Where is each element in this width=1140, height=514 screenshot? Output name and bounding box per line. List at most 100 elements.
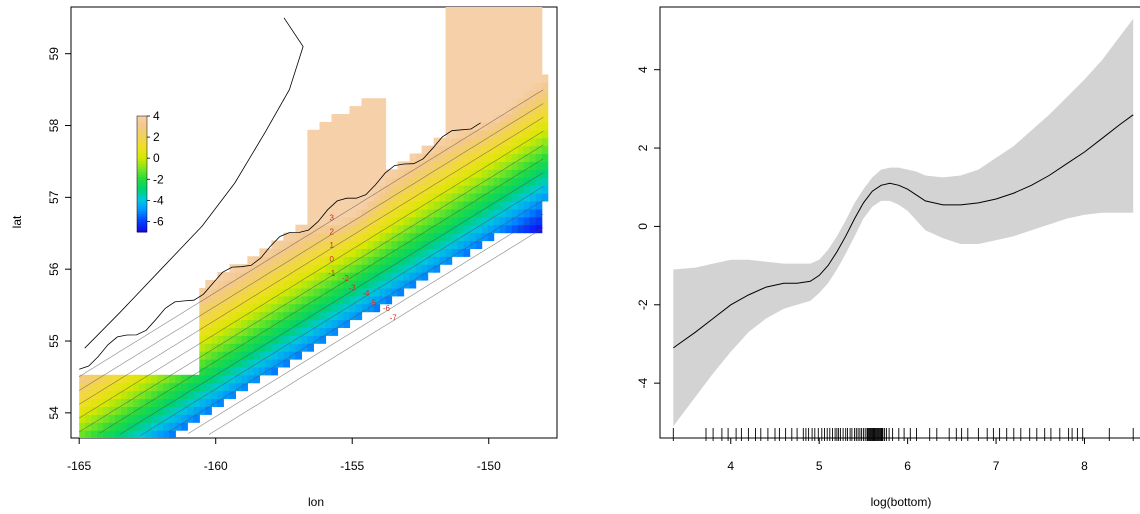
heatmap-cell bbox=[517, 121, 525, 131]
heatmap-cell bbox=[481, 145, 489, 155]
heatmap-cell bbox=[331, 169, 339, 178]
heatmap-cell bbox=[535, 121, 543, 131]
heatmap-cell bbox=[469, 129, 477, 139]
heatmap-cell bbox=[199, 303, 206, 313]
heatmap-cell bbox=[493, 90, 501, 99]
heatmap-cell bbox=[421, 161, 429, 170]
heatmap-cell bbox=[379, 106, 387, 115]
heatmap-cell bbox=[379, 264, 387, 273]
heatmap-cell bbox=[145, 422, 152, 431]
heatmap-cell bbox=[457, 82, 465, 91]
heatmap-cell bbox=[97, 390, 104, 400]
heatmap-cell bbox=[265, 359, 272, 368]
heatmap-cell bbox=[499, 129, 507, 139]
heatmap-cell bbox=[541, 177, 549, 186]
heatmap-cell bbox=[331, 280, 339, 289]
heatmap-cell bbox=[319, 153, 327, 162]
heatmap-cell bbox=[385, 201, 393, 210]
heatmap-cell bbox=[205, 390, 212, 400]
heatmap-cell bbox=[139, 398, 146, 407]
legend-swatch bbox=[137, 168, 147, 172]
heatmap-cell bbox=[289, 256, 296, 265]
heatmap-cell bbox=[367, 272, 375, 281]
heatmap-cell bbox=[139, 382, 146, 392]
heatmap-cell bbox=[397, 185, 405, 194]
legend-swatch bbox=[137, 224, 147, 228]
heatmap-cell bbox=[379, 193, 387, 202]
heatmap-cell bbox=[223, 359, 230, 368]
heatmap-cell bbox=[169, 414, 176, 423]
heatmap-cell bbox=[385, 240, 393, 249]
heatmap-cell bbox=[511, 177, 519, 186]
heatmap-cell bbox=[397, 264, 405, 273]
heatmap-cell bbox=[487, 74, 495, 83]
heatmap-cell bbox=[403, 169, 411, 178]
heatmap-cell bbox=[79, 422, 86, 431]
heatmap-cell bbox=[541, 98, 549, 107]
heatmap-cell bbox=[505, 216, 513, 226]
heatmap-cell bbox=[313, 224, 321, 234]
heatmap-cell bbox=[349, 129, 357, 139]
heatmap-cell bbox=[229, 264, 236, 273]
heatmap-cell bbox=[493, 161, 501, 170]
heatmap-cell bbox=[319, 248, 327, 257]
heatmap-cell bbox=[487, 177, 495, 186]
heatmap-cell bbox=[115, 398, 122, 407]
heatmap-cell bbox=[337, 185, 345, 194]
heatmap-cell bbox=[211, 311, 218, 321]
heatmap-cell bbox=[229, 351, 236, 360]
heatmap-cell bbox=[433, 201, 441, 210]
heatmap-cell bbox=[121, 422, 128, 431]
heatmap-cell bbox=[313, 177, 321, 186]
heatmap-cell bbox=[127, 422, 134, 431]
heatmap-cell bbox=[451, 121, 459, 131]
heatmap-cell bbox=[535, 216, 543, 226]
heatmap-cell bbox=[475, 232, 483, 242]
heatmap-cell bbox=[241, 374, 248, 384]
heatmap-cell bbox=[469, 42, 477, 52]
heatmap-cell bbox=[505, 121, 513, 131]
heatmap-cell bbox=[529, 224, 537, 234]
heatmap-cell bbox=[451, 19, 459, 28]
heatmap-cell bbox=[277, 359, 284, 368]
heatmap-cell bbox=[307, 311, 314, 321]
heatmap-cell bbox=[409, 208, 417, 218]
heatmap-cell bbox=[337, 303, 345, 313]
legend-tick-label: 0 bbox=[153, 151, 160, 165]
heatmap-cell bbox=[439, 224, 447, 234]
legend-swatch bbox=[137, 195, 147, 199]
heatmap-cell bbox=[397, 169, 405, 178]
heatmap-cell bbox=[523, 114, 531, 123]
contour-line bbox=[119, 172, 544, 435]
heatmap-cell bbox=[529, 145, 537, 155]
heatmap-cell bbox=[289, 248, 296, 257]
heatmap-cell bbox=[295, 248, 302, 257]
heatmap-cell bbox=[361, 153, 369, 162]
heatmap-cell bbox=[205, 343, 212, 352]
heatmap-cell bbox=[433, 216, 441, 226]
heatmap-cell bbox=[529, 161, 537, 170]
heatmap-cell bbox=[457, 161, 465, 170]
heatmap-cell bbox=[259, 343, 266, 352]
heatmap-cell bbox=[247, 327, 254, 336]
heatmap-cell bbox=[457, 240, 465, 249]
heatmap-cell bbox=[415, 193, 423, 202]
heatmap-cell bbox=[391, 240, 399, 249]
heatmap-cell bbox=[523, 129, 531, 139]
heatmap-cell bbox=[463, 208, 471, 218]
heatmap-cell bbox=[445, 248, 453, 257]
heatmap-cell bbox=[451, 50, 459, 60]
heatmap-cell bbox=[235, 327, 242, 336]
heatmap-cell bbox=[373, 169, 381, 178]
heatmap-cell bbox=[157, 382, 164, 392]
heatmap-cell bbox=[175, 382, 182, 392]
heatmap-cell bbox=[301, 232, 308, 242]
legend-swatch bbox=[137, 123, 147, 127]
heatmap-cell bbox=[271, 287, 278, 297]
heatmap-cell bbox=[475, 19, 483, 28]
heatmap-cell bbox=[337, 319, 345, 328]
legend-swatch bbox=[137, 126, 147, 130]
heatmap-cell bbox=[343, 121, 351, 131]
